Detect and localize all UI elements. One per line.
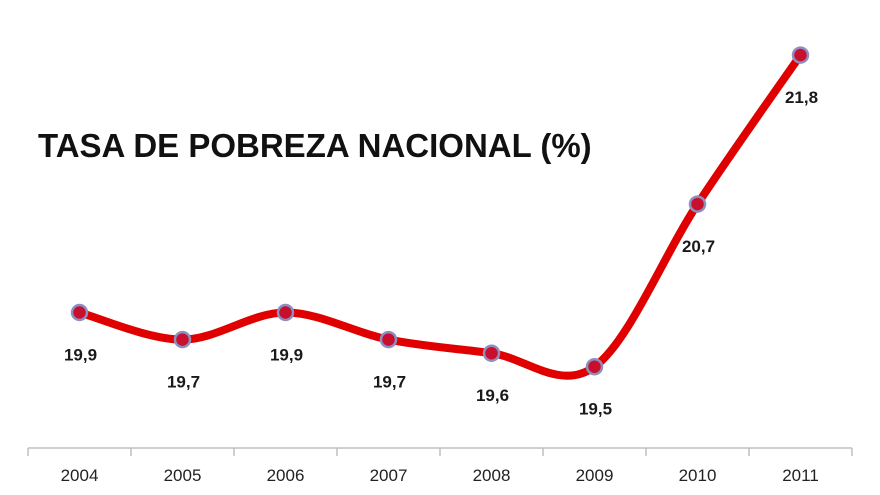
chart-title: TASA DE POBREZA NACIONAL (%) bbox=[38, 127, 592, 164]
x-tick-label: 2007 bbox=[370, 466, 408, 485]
data-point bbox=[70, 303, 89, 322]
data-point bbox=[791, 46, 810, 64]
x-tick-label: 2006 bbox=[267, 466, 305, 485]
data-point bbox=[276, 303, 295, 322]
data-label: 19,6 bbox=[476, 386, 509, 405]
data-label: 19,5 bbox=[579, 400, 612, 419]
data-point bbox=[688, 195, 707, 213]
x-tick-label: 2010 bbox=[679, 466, 717, 485]
x-tick-label: 2008 bbox=[473, 466, 511, 485]
data-point bbox=[482, 344, 501, 362]
data-point bbox=[173, 330, 192, 349]
x-axis: 2004 2005 2006 2007 2008 2009 2010 2011 bbox=[27, 447, 853, 485]
data-markers bbox=[70, 46, 810, 376]
data-label: 19,9 bbox=[64, 346, 97, 365]
data-label: 19,9 bbox=[270, 346, 303, 365]
x-tick-label: 2011 bbox=[782, 466, 819, 485]
data-label: 21,8 bbox=[785, 88, 818, 107]
data-label: 19,7 bbox=[373, 373, 406, 392]
data-labels: 19,9 19,7 19,9 19,7 19,6 19,5 20,7 21,8 bbox=[64, 88, 818, 419]
x-tick-label: 2004 bbox=[61, 466, 99, 485]
data-label: 20,7 bbox=[682, 237, 715, 256]
data-label: 19,7 bbox=[167, 373, 200, 392]
data-point bbox=[379, 330, 398, 349]
x-tick-label: 2009 bbox=[576, 466, 614, 485]
data-point bbox=[585, 357, 604, 376]
x-tick-label: 2005 bbox=[164, 466, 202, 485]
